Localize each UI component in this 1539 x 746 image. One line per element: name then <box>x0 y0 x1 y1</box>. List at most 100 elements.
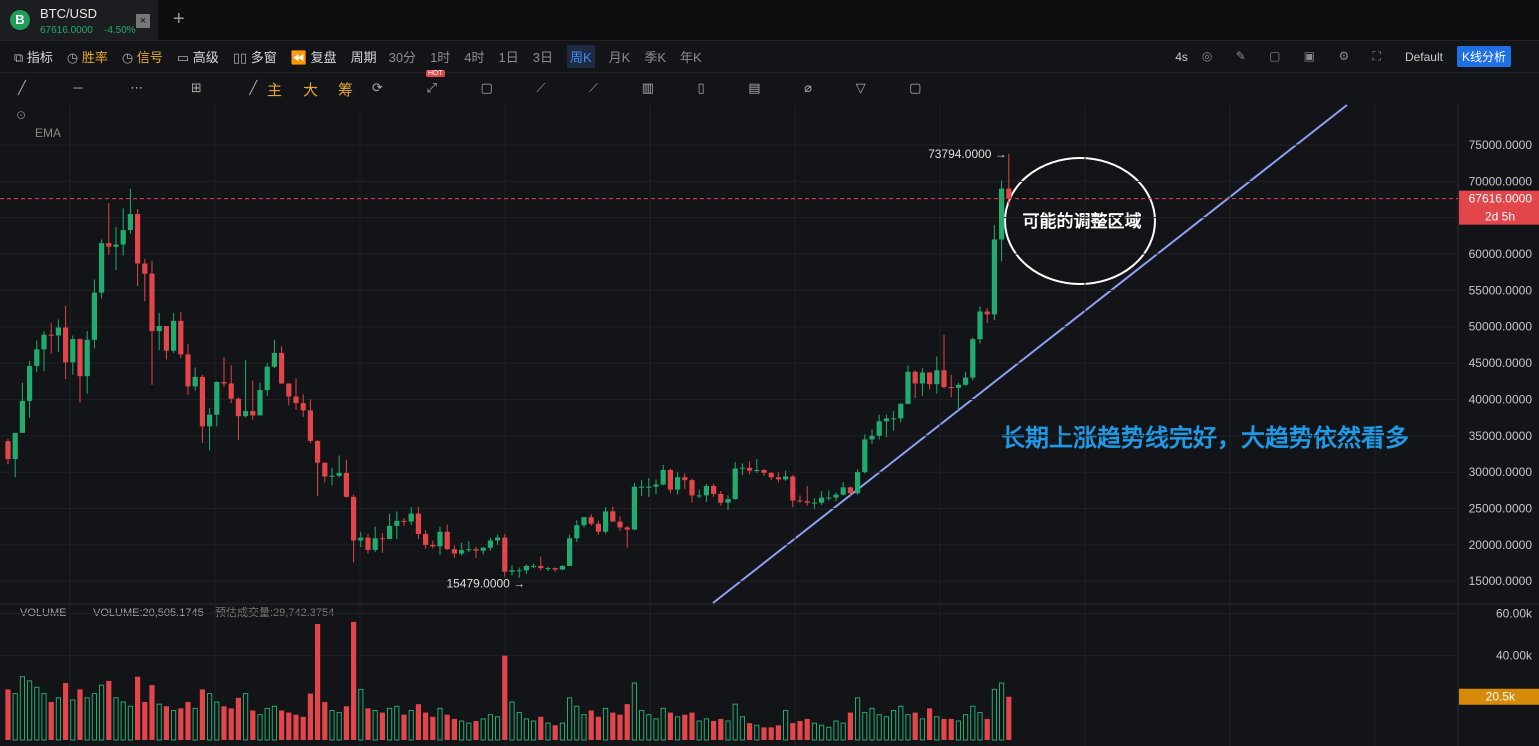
period[interactable]: 1时 <box>430 50 451 65</box>
candle-body <box>999 188 1005 240</box>
toolbar-item[interactable]: ▭ 高级 <box>176 50 219 65</box>
volume-bar <box>711 721 717 740</box>
volume-bar <box>264 707 270 741</box>
y-tick-label: 50000.0000 <box>1469 320 1533 334</box>
volume-bar <box>898 705 904 741</box>
candle-body <box>682 477 688 481</box>
volume-bar <box>185 702 191 740</box>
candle-body <box>567 538 573 566</box>
candle-body <box>509 570 515 572</box>
candle-body <box>869 435 875 440</box>
candle-body <box>523 565 529 571</box>
candle-body <box>1006 188 1012 199</box>
candle-body <box>610 511 616 522</box>
volume-bar <box>135 676 141 740</box>
toolbar-label: 复盘 <box>310 50 337 65</box>
volume-bar <box>660 707 666 741</box>
volume-bar <box>891 709 897 741</box>
volume-bar <box>747 723 753 740</box>
add-tab[interactable]: + <box>173 8 185 30</box>
candle-body <box>970 339 976 378</box>
volume-bar <box>199 689 205 740</box>
toolbar-item[interactable]: ⧉ 指标 <box>14 50 53 65</box>
period[interactable]: 季K <box>644 50 667 65</box>
volume-bar <box>235 697 241 740</box>
candle-body <box>559 565 565 570</box>
period[interactable]: 月K <box>608 50 631 65</box>
volume-bar <box>869 707 875 741</box>
hot-badge: HOT <box>426 70 445 77</box>
candle-body <box>207 414 213 427</box>
tool-big[interactable]: 大 <box>303 82 319 99</box>
template[interactable]: Default <box>1404 49 1443 64</box>
candle-body <box>732 468 738 500</box>
zone-annotation: 可能的调整区域 <box>1023 211 1142 231</box>
volume-bar <box>696 720 702 741</box>
period[interactable]: 4时 <box>464 50 485 65</box>
candle-body <box>934 370 940 385</box>
candle-body <box>70 339 76 363</box>
candle-body <box>178 320 184 355</box>
volume-bar <box>430 716 436 740</box>
y-tick-label: 35000.0000 <box>1469 429 1533 443</box>
refresh[interactable]: 4s <box>1175 49 1188 64</box>
candle-body <box>545 568 551 570</box>
volume-bar <box>99 684 105 741</box>
tab-change: -4.50% <box>104 25 136 36</box>
volume-bar <box>387 707 393 741</box>
volume-bar <box>459 720 465 741</box>
volume-bar <box>41 693 47 741</box>
candle-body <box>437 531 443 547</box>
candle-body <box>228 383 234 399</box>
period[interactable]: 30分 <box>388 50 417 65</box>
volume-bar <box>847 712 853 740</box>
candle-body <box>423 533 429 545</box>
candle-body <box>977 311 983 340</box>
candle-body <box>603 511 609 532</box>
volume-bar <box>718 718 724 740</box>
candle-body <box>754 469 760 471</box>
toolbar-item[interactable]: ◷ 信号 <box>121 50 163 65</box>
volume-bar <box>257 714 263 741</box>
candle-body <box>387 525 393 540</box>
candle-body <box>941 370 947 388</box>
toolbar-item[interactable]: ◷ 胜率 <box>66 50 108 65</box>
candle-body <box>34 349 40 366</box>
candle-body <box>307 410 313 441</box>
volume-bar <box>970 705 976 741</box>
toolbar-item[interactable]: ▯▯ 多窗 <box>232 50 277 65</box>
tool-main[interactable]: 主 <box>267 82 283 99</box>
tab[interactable]: B BTC/USD 67616.0000 -4.50% × <box>0 0 158 40</box>
volume-bar <box>192 707 198 741</box>
period[interactable]: 周K <box>567 45 595 68</box>
volume-bar <box>811 722 817 741</box>
drawing-toolbar: ╱ ─ ⋯ ⊞ ╱ ⋯ 主 大 筹 HOT ⟳ ⤢ ▢ ⟋ ⟋ ▥ ▯ ▤ ⌀ … <box>0 70 1539 106</box>
volume-last-label: 20.5k <box>1486 690 1516 704</box>
volume-bar <box>639 709 645 741</box>
period[interactable]: 3日 <box>532 50 553 65</box>
volume-bar <box>77 689 83 740</box>
candle-body <box>840 487 846 495</box>
volume-bar <box>819 724 825 741</box>
indicator-label: EMA <box>35 126 61 140</box>
candle-body <box>415 513 421 534</box>
volume-bar <box>919 718 925 741</box>
chart-bg <box>0 104 1539 746</box>
period[interactable]: 1日 <box>498 50 519 65</box>
analysis-button[interactable]: K线分析 <box>1456 46 1511 67</box>
volume-bar <box>523 718 529 741</box>
candle-body <box>696 495 702 497</box>
volume-bar <box>221 706 227 740</box>
close-tab[interactable]: × <box>136 14 150 28</box>
period[interactable]: 年K <box>680 50 702 65</box>
candle-body <box>876 421 882 436</box>
tool-chip[interactable]: 筹 <box>338 82 354 99</box>
toolbar-label: 胜率 <box>81 50 108 65</box>
candle-body <box>315 440 321 463</box>
toolbar-item[interactable]: ⏪ 复盘 <box>290 50 337 65</box>
candle-body <box>235 398 241 417</box>
volume-bar <box>408 709 414 741</box>
tab-symbol: BTC/USD <box>40 6 98 21</box>
toolbar-item[interactable]: 周期 <box>351 47 377 66</box>
